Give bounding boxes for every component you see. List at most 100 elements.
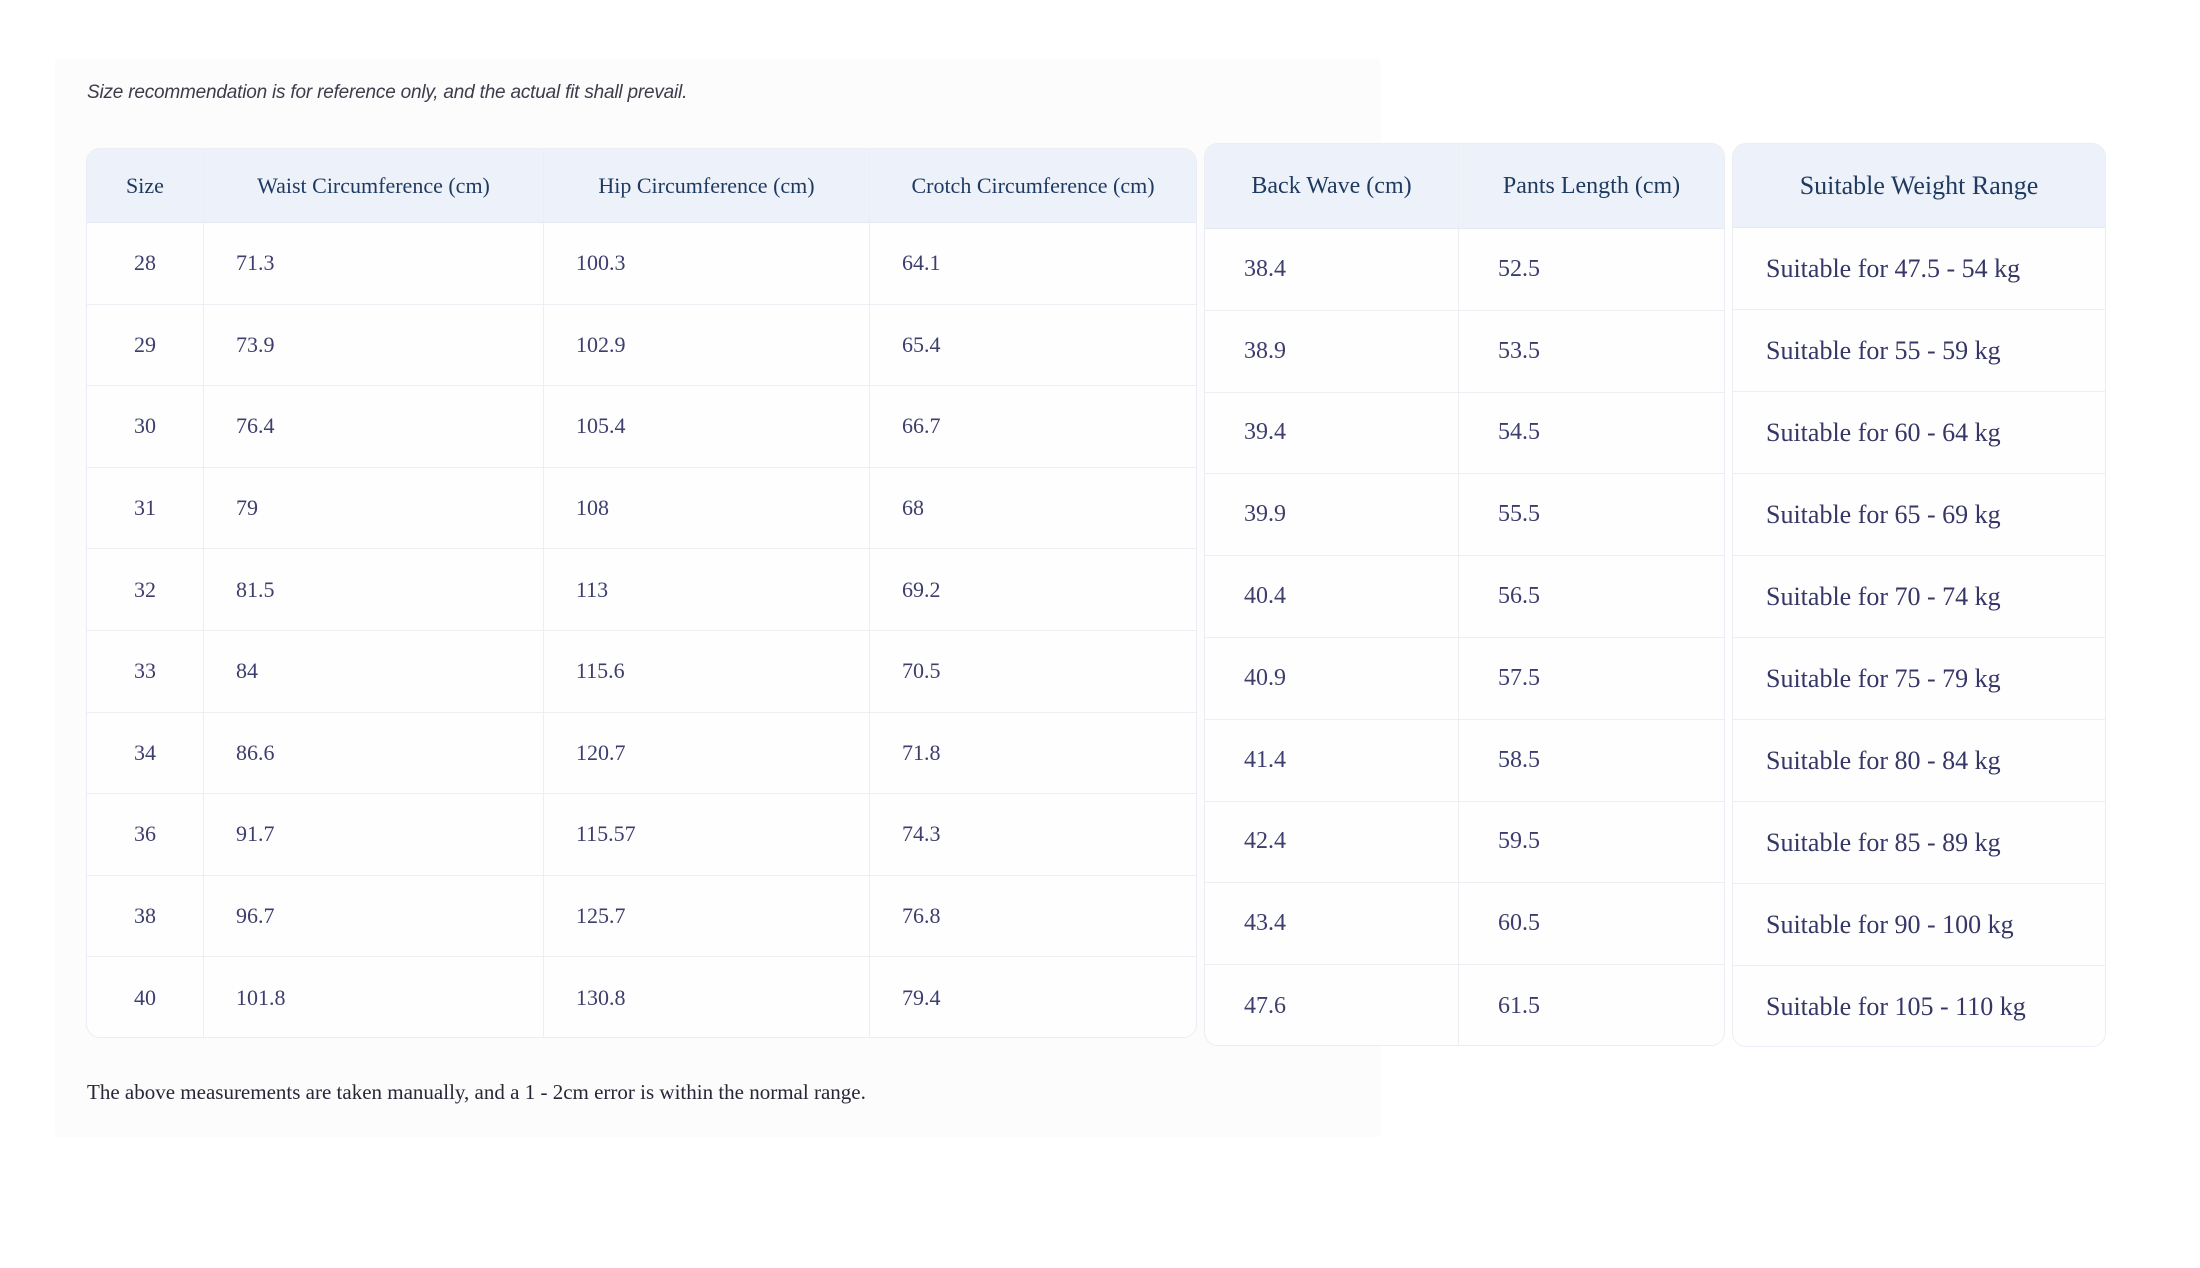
table-row: 34 86.6 120.7 71.8 (87, 712, 1196, 795)
table-row: 36 91.7 115.57 74.3 (87, 794, 1196, 876)
table-row: 47.6 61.5 (1205, 965, 1724, 1045)
table-cell: 61.5 (1498, 992, 1540, 1019)
suitable-weight-range-table: Suitable Weight Range Suitable for 47.5 -… (1732, 143, 2106, 1047)
table-cell: 68 (902, 495, 924, 521)
table-cell: Suitable for 65 - 69 kg (1766, 499, 2001, 529)
table-cell: 30 (87, 386, 204, 467)
table-row: 40 101.8 130.8 79.4 (87, 957, 1196, 1037)
table-row: 32 81.5 113 69.2 (87, 549, 1196, 631)
table-row: Suitable for 105 - 110 kg (1733, 966, 2105, 1046)
table-cell: 56.5 (1498, 583, 1540, 610)
table-cell: 36 (87, 794, 204, 875)
table-cell: Suitable for 55 - 59 kg (1766, 335, 2001, 365)
table-row: Suitable for 90 - 100 kg (1733, 884, 2105, 966)
header-cell: Hip Circumference (cm) (544, 149, 870, 222)
table-row: 38.4 52.5 (1205, 229, 1724, 311)
table-cell: 115.57 (544, 794, 870, 875)
table-row: 29 73.9 102.9 65.4 (87, 304, 1196, 387)
table-cell: 115.6 (544, 630, 870, 712)
back-wave-pants-length-table: Back Wave (cm) Pants Length (cm) 38.4 52.5 3… (1204, 143, 1725, 1046)
table-cell: Suitable for 47.5 - 54 kg (1766, 253, 2021, 283)
table-cell: 79.4 (902, 985, 941, 1011)
table-cell: 28 (87, 223, 204, 304)
table-cell: 38 (87, 875, 204, 957)
table-cell: 33 (87, 630, 204, 712)
size-recommendation-note: Size recommendation is for reference onl… (87, 82, 688, 103)
table-row: 40.4 56.5 (1205, 556, 1724, 638)
table-cell: 47.6 (1205, 965, 1459, 1045)
table-row: Suitable for 60 - 64 kg (1733, 392, 2105, 474)
header-row: Back Wave (cm) Pants Length (cm) (1205, 144, 1724, 229)
table-cell: 113 (544, 549, 870, 630)
table-cell: 91.7 (204, 794, 544, 875)
table-cell: 31 (87, 467, 204, 549)
table-cell: 55.5 (1498, 501, 1540, 528)
table-cell: 86.6 (204, 712, 544, 794)
table-cell: Suitable for 60 - 64 kg (1766, 417, 2001, 447)
table-cell: 120.7 (544, 712, 870, 794)
table-cell: 38.9 (1205, 310, 1459, 392)
table-cell: 29 (87, 304, 204, 386)
table-row: 42.4 59.5 (1205, 801, 1724, 884)
table-row: 31 79 108 68 (87, 467, 1196, 550)
table-cell: 54.5 (1498, 419, 1540, 446)
table-cell: 40.9 (1205, 637, 1459, 719)
table-cell: 60.5 (1498, 910, 1540, 937)
header-cell: Back Wave (cm) (1205, 144, 1459, 228)
table-row: Suitable for 85 - 89 kg (1733, 802, 2105, 884)
table-cell: Suitable for 105 - 110 kg (1766, 992, 2026, 1021)
header-cell: Waist Circumference (cm) (204, 149, 544, 222)
table-cell: 108 (544, 467, 870, 549)
table-cell: 100.3 (544, 223, 870, 304)
table-cell: 32 (87, 549, 204, 630)
table-cell: 125.7 (544, 875, 870, 957)
measurement-error-note: The above measurements are taken manuall… (87, 1080, 866, 1104)
table-row: 43.4 60.5 (1205, 883, 1724, 966)
table-row: Suitable for 75 - 79 kg (1733, 638, 2105, 720)
header-cell: Suitable Weight Range (1799, 170, 2039, 200)
size-measurements-table: Size Waist Circumference (cm) Hip Circumfe… (86, 148, 1197, 1038)
table-cell: 40 (87, 957, 204, 1037)
table-row: 40.9 57.5 (1205, 637, 1724, 720)
table-cell: Suitable for 85 - 89 kg (1766, 827, 2001, 857)
table-row: 41.4 58.5 (1205, 719, 1724, 802)
table-cell: 53.5 (1498, 337, 1540, 364)
table-cell: 52.5 (1498, 255, 1540, 282)
table-cell: 73.9 (204, 304, 544, 386)
table-cell: 38.4 (1205, 229, 1459, 310)
table-cell: 40.4 (1205, 556, 1459, 637)
table-cell: 59.5 (1498, 828, 1540, 855)
table-row: Suitable for 70 - 74 kg (1733, 556, 2105, 638)
header-cell: Crotch Circumference (cm) (911, 172, 1155, 198)
table-cell: 43.4 (1205, 883, 1459, 965)
table-cell: 57.5 (1498, 664, 1540, 691)
header-row: Size Waist Circumference (cm) Hip Circumfe… (87, 149, 1196, 223)
table-cell: 66.7 (902, 413, 941, 439)
table-cell: 105.4 (544, 386, 870, 467)
table-cell: 96.7 (204, 875, 544, 957)
table-row: 28 71.3 100.3 64.1 (87, 223, 1196, 305)
table-cell: 71.3 (204, 223, 544, 304)
table-cell: 39.9 (1205, 474, 1459, 556)
header-row: Suitable Weight Range (1733, 144, 2105, 228)
table-cell: 81.5 (204, 549, 544, 630)
table-row: Suitable for 47.5 - 54 kg (1733, 228, 2105, 310)
table-cell: 74.3 (902, 821, 941, 847)
table-cell: 41.4 (1205, 719, 1459, 801)
table-cell: Suitable for 75 - 79 kg (1766, 663, 2001, 693)
header-cell: Pants Length (cm) (1502, 172, 1681, 199)
table-cell: 34 (87, 712, 204, 794)
table-cell: 39.4 (1205, 392, 1459, 474)
header-cell: Size (87, 149, 204, 222)
table-cell: 76.8 (902, 903, 941, 929)
table-cell: 71.8 (902, 739, 941, 765)
table-row: Suitable for 65 - 69 kg (1733, 474, 2105, 556)
table-row: 30 76.4 105.4 66.7 (87, 386, 1196, 468)
table-cell: 76.4 (204, 386, 544, 467)
table-cell: Suitable for 70 - 74 kg (1766, 581, 2001, 611)
table-row: 33 84 115.6 70.5 (87, 630, 1196, 713)
table-cell: 101.8 (204, 957, 544, 1037)
table-cell: 65.4 (902, 331, 941, 357)
table-cell: 70.5 (902, 658, 941, 684)
